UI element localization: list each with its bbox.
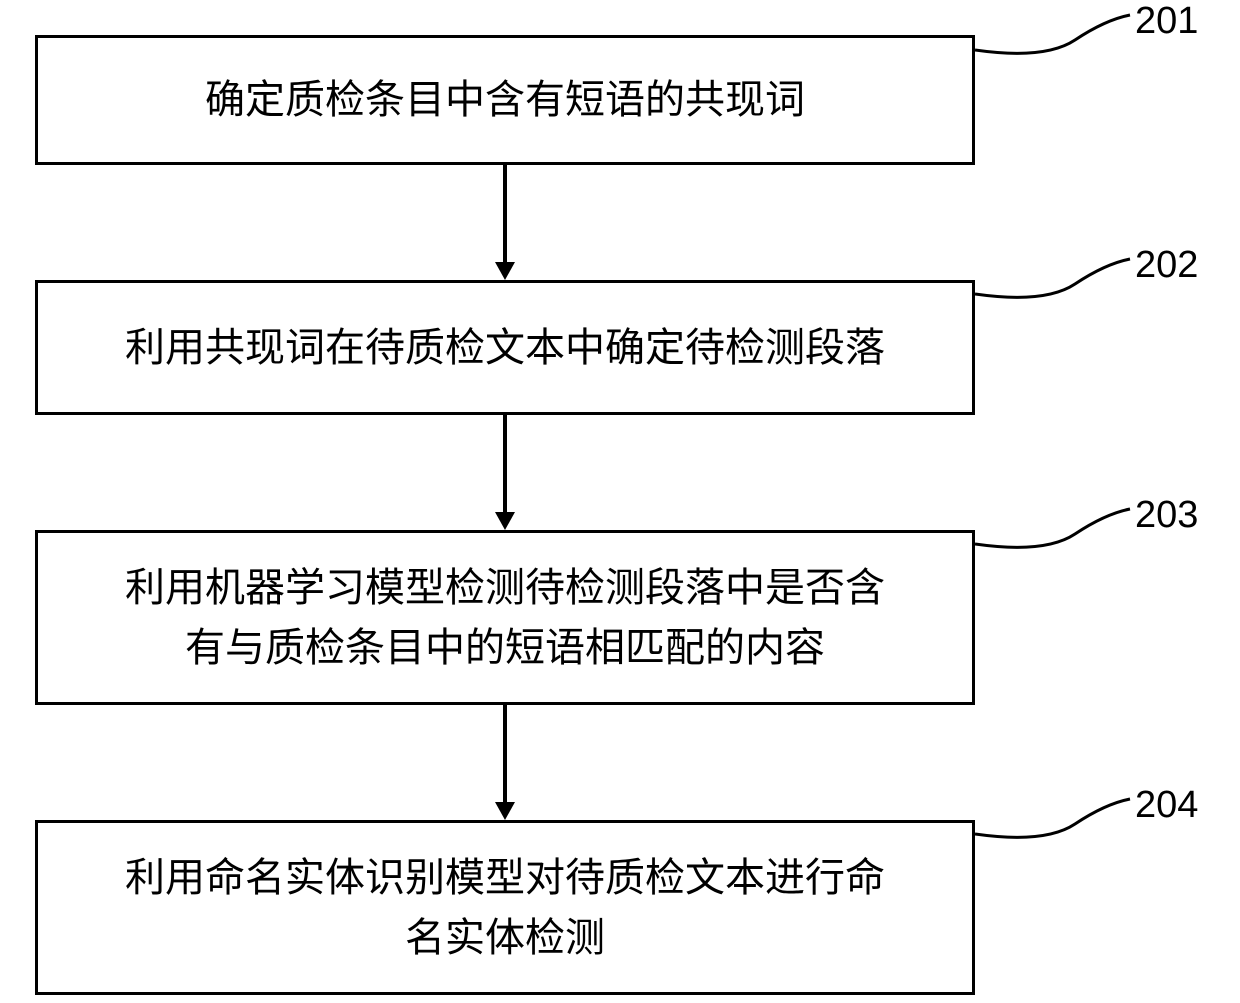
flow-box-2: 利用共现词在待质检文本中确定待检测段落 (35, 280, 975, 415)
flow-text-4-line2: 名实体检测 (405, 915, 605, 960)
flow-text-4-line1: 利用命名实体识别模型对待质检文本进行命 (125, 855, 885, 900)
flow-text-1: 确定质检条目中含有短语的共现词 (205, 70, 805, 130)
arrow-2-line (503, 415, 507, 512)
flow-box-1: 确定质检条目中含有短语的共现词 (35, 35, 975, 165)
arrow-1-line (503, 165, 507, 262)
flow-text-3-line2: 有与质检条目中的短语相匹配的内容 (185, 625, 825, 670)
label-2: 202 (1135, 244, 1198, 287)
flow-text-4: 利用命名实体识别模型对待质检文本进行命 名实体检测 (125, 848, 885, 968)
flow-text-2: 利用共现词在待质检文本中确定待检测段落 (125, 318, 885, 378)
flow-text-3-line1: 利用机器学习模型检测待检测段落中是否含 (125, 565, 885, 610)
arrow-3-line (503, 705, 507, 802)
label-1: 201 (1135, 0, 1198, 43)
flowchart-container: 确定质检条目中含有短语的共现词 201 利用共现词在待质检文本中确定待检测段落 … (0, 0, 1240, 1003)
label-4: 204 (1135, 784, 1198, 827)
flow-box-3: 利用机器学习模型检测待检测段落中是否含 有与质检条目中的短语相匹配的内容 (35, 530, 975, 705)
arrow-2-head (495, 512, 515, 530)
flow-text-3: 利用机器学习模型检测待检测段落中是否含 有与质检条目中的短语相匹配的内容 (125, 558, 885, 678)
arrow-3-head (495, 802, 515, 820)
arrow-1-head (495, 262, 515, 280)
flow-box-4: 利用命名实体识别模型对待质检文本进行命 名实体检测 (35, 820, 975, 995)
label-3: 203 (1135, 494, 1198, 537)
